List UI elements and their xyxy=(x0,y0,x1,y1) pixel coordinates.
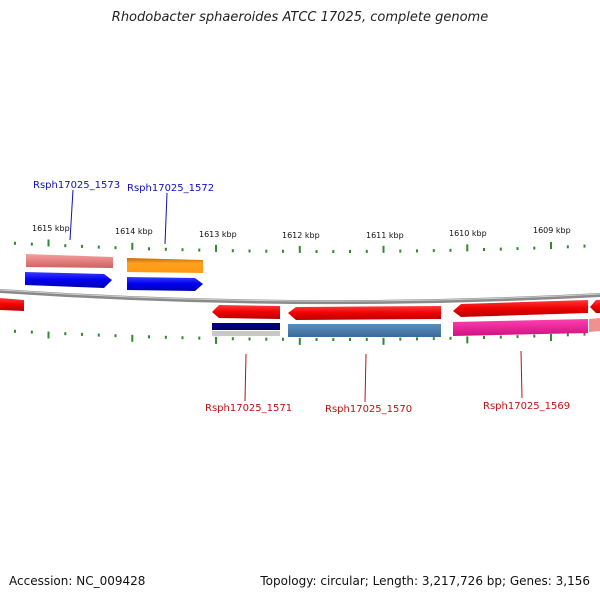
leader-line-1573 xyxy=(69,189,74,241)
tick-label-1610: 1610 kbp xyxy=(449,229,487,238)
tick-label-1614: 1614 kbp xyxy=(115,227,153,236)
gene-1573-feature[interactable] xyxy=(26,254,113,268)
accession-text: Accession: NC_009428 xyxy=(9,574,146,588)
gene-label-1570[interactable]: Rsph17025_1570 xyxy=(325,404,412,415)
gene-offscreen-left[interactable] xyxy=(0,298,24,311)
gene-1571-feature[interactable] xyxy=(212,323,280,330)
tick-label-1613: 1613 kbp xyxy=(199,230,237,239)
gene-1572-feature[interactable] xyxy=(127,258,203,273)
genome-backbone xyxy=(0,289,600,305)
tick-label-1612: 1612 kbp xyxy=(282,231,320,240)
topology-summary: Topology: circular; Length: 3,217,726 bp… xyxy=(260,574,590,588)
leader-line-1569 xyxy=(520,350,523,399)
tick-row-bottom xyxy=(14,329,586,345)
gene-1569[interactable] xyxy=(453,300,588,336)
gene-label-1571[interactable]: Rsph17025_1571 xyxy=(205,403,292,414)
gene-1573[interactable] xyxy=(25,254,113,288)
gene-1570-feature[interactable] xyxy=(288,324,441,337)
tick-label-1609: 1609 kbp xyxy=(533,226,571,235)
gene-offscreen-right-cds[interactable] xyxy=(590,300,600,313)
gene-1573-cds[interactable] xyxy=(25,272,112,288)
gene-1572-cds[interactable] xyxy=(127,277,203,291)
gene-1569-cds[interactable] xyxy=(453,300,588,317)
tick-label-1611: 1611 kbp xyxy=(366,231,404,240)
gene-offscreen-right-feature[interactable] xyxy=(589,318,600,332)
map-title: Rhodobacter sphaeroides ATCC 17025, comp… xyxy=(111,10,489,25)
leader-line-1572 xyxy=(164,192,168,245)
gene-1570[interactable] xyxy=(288,306,441,337)
gene-1572[interactable] xyxy=(127,258,203,291)
gene-1571-cds[interactable] xyxy=(212,305,280,319)
gene-1569-feature[interactable] xyxy=(453,319,588,336)
tick-label-1615: 1615 kbp xyxy=(32,224,70,233)
gene-label-1573[interactable]: Rsph17025_1573 xyxy=(33,180,120,191)
leader-line-1570 xyxy=(364,353,367,403)
genome-backbone-highlight xyxy=(0,289,600,302)
gene-1570-cds[interactable] xyxy=(288,306,441,320)
gene-1571[interactable] xyxy=(212,305,280,336)
tick-row-top xyxy=(14,239,586,253)
gene-offscreen-right[interactable] xyxy=(589,300,600,332)
gene-1571-feature-shade xyxy=(212,331,280,336)
leader-line-1571 xyxy=(244,353,247,402)
gene-label-1572[interactable]: Rsph17025_1572 xyxy=(127,183,214,194)
gene-label-1569[interactable]: Rsph17025_1569 xyxy=(483,401,570,412)
